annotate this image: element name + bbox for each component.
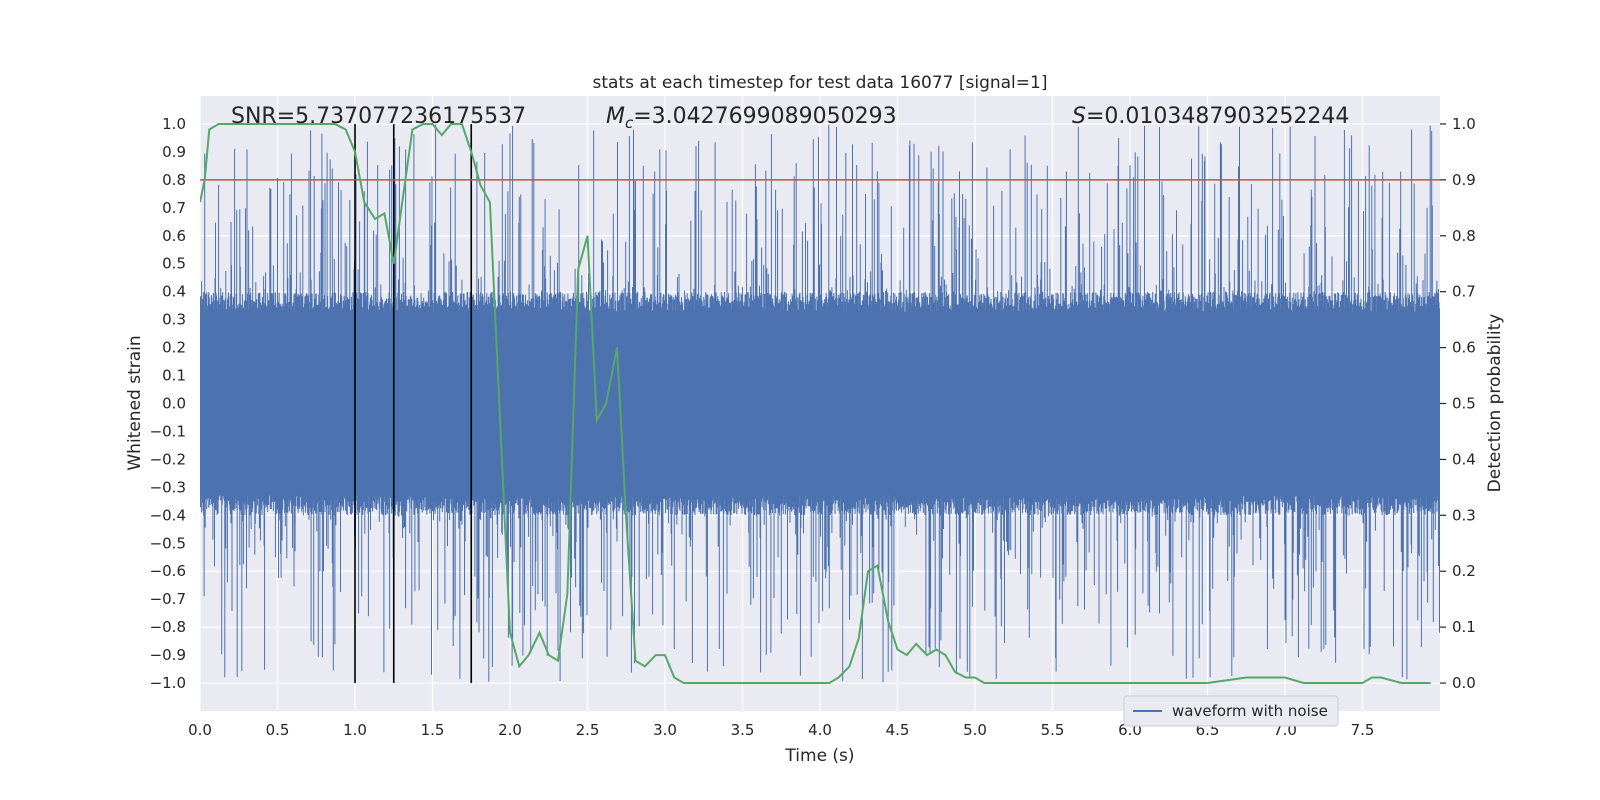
y-left-tick-label-13: −0.3 bbox=[150, 478, 186, 496]
mc-subscript: c bbox=[625, 114, 634, 132]
s-value: =0.0103487903252244 bbox=[1086, 104, 1349, 129]
y-left-tick-label-1: 0.9 bbox=[162, 143, 186, 161]
mc-symbol: M bbox=[606, 104, 625, 129]
x-tick-label-5: 2.5 bbox=[576, 721, 600, 739]
y-right-axis-label: Detection probability bbox=[1485, 314, 1505, 493]
y-right-tick-label-7: 0.3 bbox=[1452, 506, 1476, 524]
y-left-tick-label-17: −0.7 bbox=[150, 590, 186, 608]
y-right-tick-label-8: 0.2 bbox=[1452, 562, 1476, 580]
y-left-tick-label-15: −0.5 bbox=[150, 534, 186, 552]
y-left-tick-label-19: −0.9 bbox=[150, 646, 186, 664]
y-left-tick-label-9: 0.1 bbox=[162, 367, 186, 385]
y-right-tick-label-10: 0.0 bbox=[1452, 674, 1476, 692]
y-right-tick-label-3: 0.7 bbox=[1452, 283, 1476, 301]
legend: waveform with noise bbox=[1123, 695, 1339, 727]
s-annotation: S=0.0103487903252244 bbox=[1072, 104, 1349, 129]
y-left-tick-label-11: −0.1 bbox=[150, 422, 186, 440]
y-left-tick-label-12: −0.2 bbox=[150, 450, 186, 468]
probability-series bbox=[200, 123, 1431, 684]
legend-box bbox=[1123, 695, 1339, 727]
y-left-tick-label-4: 0.6 bbox=[162, 227, 186, 245]
x-tick-label-15: 7.5 bbox=[1351, 721, 1375, 739]
x-tick-label-6: 3.0 bbox=[653, 721, 677, 739]
s-symbol: S bbox=[1072, 104, 1086, 129]
y-right-tick-label-0: 1.0 bbox=[1452, 115, 1476, 133]
chart-title: stats at each timestep for test data 160… bbox=[593, 73, 1048, 93]
y-left-tick-label-20: −1.0 bbox=[150, 674, 186, 692]
mc-value: =3.0427699089050293 bbox=[633, 104, 896, 129]
y-left-tick-label-3: 0.7 bbox=[162, 199, 186, 217]
y-right-tick-label-6: 0.4 bbox=[1452, 450, 1476, 468]
mc-annotation: Mc=3.0427699089050293 bbox=[606, 104, 897, 132]
x-tick-label-1: 0.5 bbox=[266, 721, 290, 739]
x-tick-label-10: 5.0 bbox=[963, 721, 987, 739]
y-left-tick-label-14: −0.4 bbox=[150, 506, 186, 524]
y-left-tick-label-16: −0.6 bbox=[150, 562, 186, 580]
legend-label: waveform with noise bbox=[1172, 702, 1328, 720]
y-left-axis-ticks: 1.0 0.9 0.8 0.7 0.6 0.5 0.4 0.3 0.2 0.1 0.0 −0.1 −0.… bbox=[150, 115, 186, 692]
y-left-tick-label-2: 0.8 bbox=[162, 171, 186, 189]
vertical-markers bbox=[354, 123, 473, 684]
y-right-tick-label-5: 0.5 bbox=[1452, 395, 1476, 413]
snr-annotation: SNR=5.737077236175537 bbox=[231, 104, 526, 129]
y-left-tick-label-8: 0.2 bbox=[162, 339, 186, 357]
x-tick-label-11: 5.5 bbox=[1041, 721, 1065, 739]
x-tick-label-7: 3.5 bbox=[731, 721, 755, 739]
x-tick-label-4: 2.0 bbox=[498, 721, 522, 739]
x-tick-label-8: 4.0 bbox=[808, 721, 832, 739]
y-left-tick-label-7: 0.3 bbox=[162, 311, 186, 329]
y-right-axis-ticks: 1.0 0.9 0.8 0.7 0.6 0.5 0.4 0.3 0.2 0.1 0.0 bbox=[1440, 115, 1476, 692]
x-axis-label: Time (s) bbox=[784, 746, 854, 766]
x-tick-label-9: 4.5 bbox=[886, 721, 910, 739]
y-left-tick-label-10: 0.0 bbox=[162, 395, 186, 413]
y-right-tick-label-9: 0.1 bbox=[1452, 618, 1476, 636]
x-tick-label-2: 1.0 bbox=[343, 721, 367, 739]
y-right-tick-label-4: 0.6 bbox=[1452, 339, 1476, 357]
y-right-tick-label-1: 0.9 bbox=[1452, 171, 1476, 189]
probability-line bbox=[200, 123, 1431, 684]
y-left-tick-label-18: −0.8 bbox=[150, 618, 186, 636]
y-right-tick-label-2: 0.8 bbox=[1452, 227, 1476, 245]
y-left-tick-label-6: 0.4 bbox=[162, 283, 186, 301]
y-left-tick-label-5: 0.5 bbox=[162, 255, 186, 273]
x-tick-label-0: 0.0 bbox=[188, 721, 212, 739]
y-left-axis-label: Whitened strain bbox=[125, 335, 145, 470]
y-left-tick-label-0: 1.0 bbox=[162, 115, 186, 133]
x-tick-label-3: 1.5 bbox=[421, 721, 445, 739]
